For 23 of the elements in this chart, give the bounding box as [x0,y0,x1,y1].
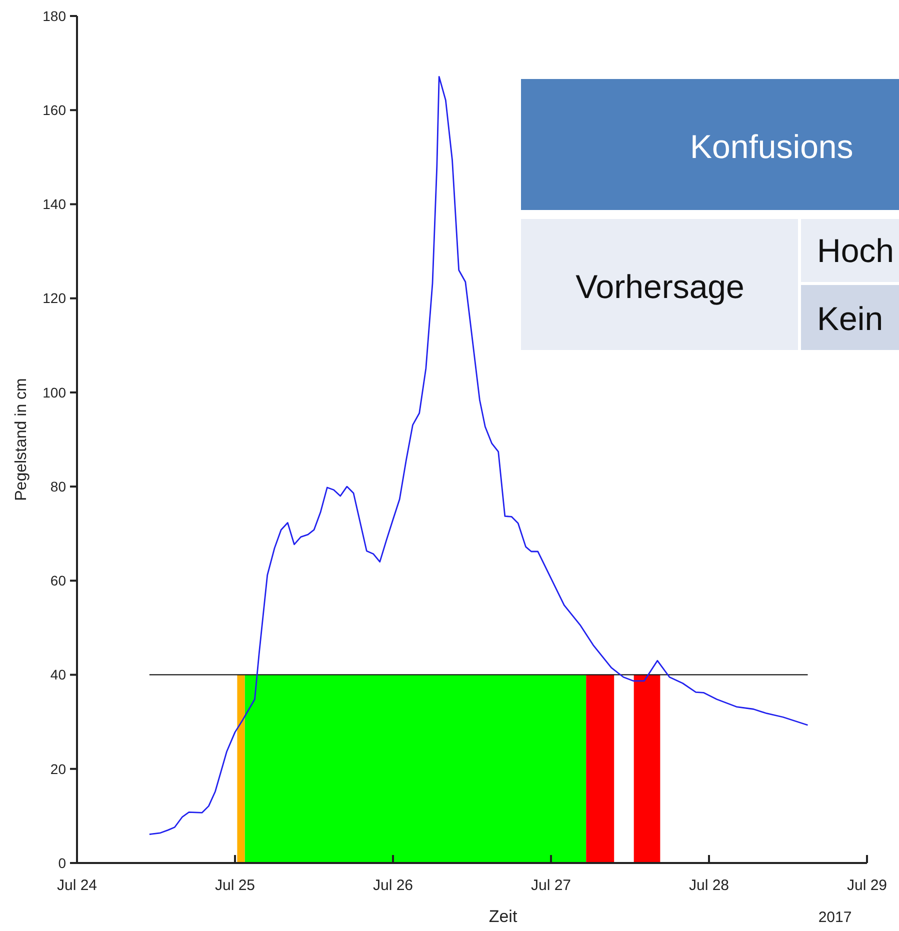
annotation: Hoch [817,232,894,269]
y-axis-title: Pegelstand in cm [13,378,30,501]
x-axis-title: Zeit [488,907,518,926]
x-tick-label: Jul 28 [688,877,730,894]
y-tick-label: 0 [58,854,66,871]
y-tick-label: 80 [50,478,66,494]
annotation: Vorhersage [576,268,744,305]
y-tick-label: 60 [50,572,66,589]
text: 2017 [818,909,852,926]
annotation: Kein [817,300,884,337]
y-tick-label: 40 [50,666,66,683]
x-tick-label: Jul 29 [846,877,888,894]
y-tick-label: 140 [42,196,66,212]
x-tick-label: Jul 27 [530,877,572,894]
y-tick-label: 120 [42,290,66,306]
x-tick-label: Jul 25 [214,877,256,894]
x-tick-label: Jul 24 [56,877,98,894]
y-tick-label: 100 [42,384,66,400]
annotation: Konfusions [690,128,854,165]
y-tick-label: 20 [50,760,66,777]
y-tick-label: 180 [42,8,66,24]
x-tick-label: Jul 26 [372,877,414,894]
y-tick-label: 160 [42,102,66,118]
